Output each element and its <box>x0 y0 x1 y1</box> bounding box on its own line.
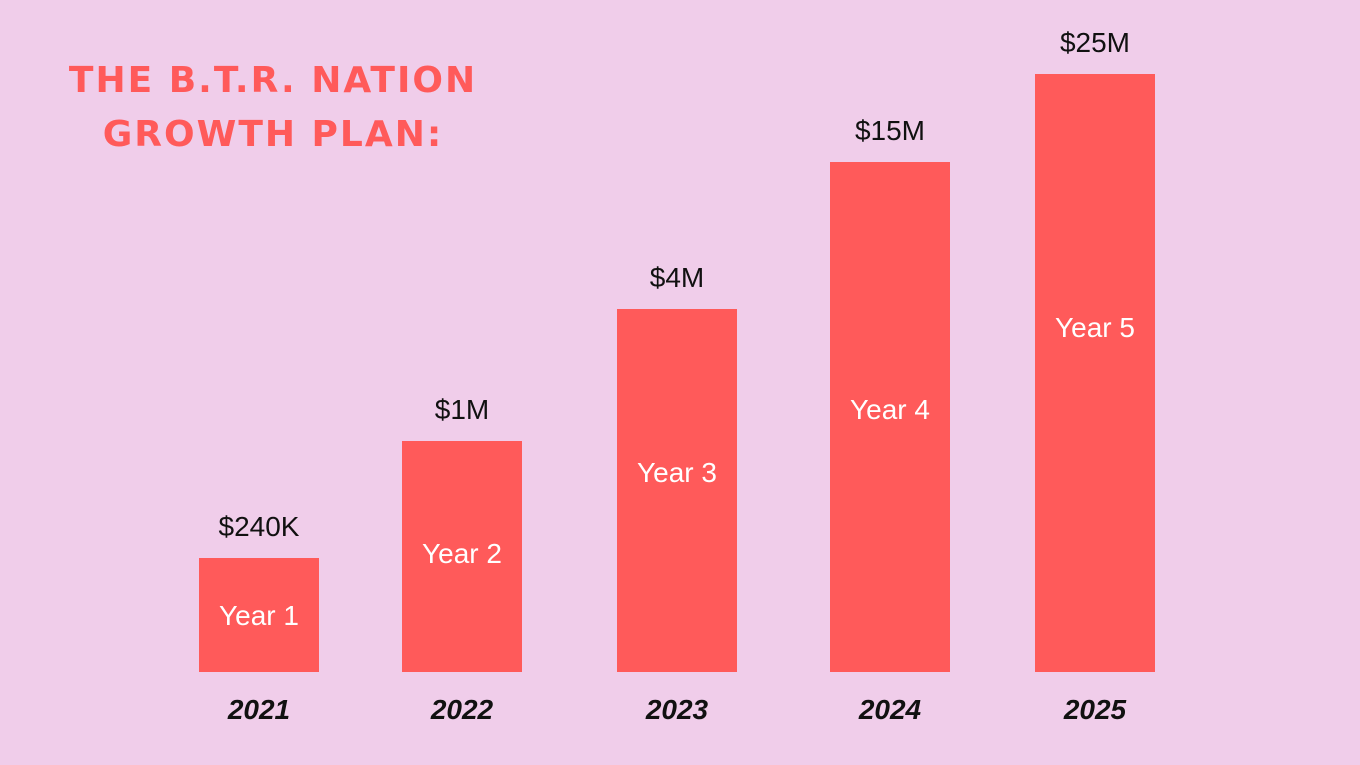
x-tick-label-2022: 2022 <box>430 694 494 725</box>
value-label-2023: $4M <box>650 262 704 293</box>
bar-label-2023: Year 3 <box>637 457 717 488</box>
x-tick-label-2021: 2021 <box>227 694 290 725</box>
value-label-2024: $15M <box>855 115 925 146</box>
value-label-2022: $1M <box>435 394 489 425</box>
chart-title-line-2: GROWTH PLAN: <box>102 114 444 155</box>
x-tick-label-2023: 2023 <box>645 694 709 725</box>
bar-label-2024: Year 4 <box>850 394 930 425</box>
bar-label-2021: Year 1 <box>219 600 299 631</box>
bar-label-2022: Year 2 <box>422 538 502 569</box>
x-tick-label-2025: 2025 <box>1063 694 1127 725</box>
x-tick-label-2024: 2024 <box>858 694 922 725</box>
bar-2024 <box>830 162 950 672</box>
bar-2021 <box>199 558 319 672</box>
chart-title-line-1: THE B.T.R. NATION <box>68 60 478 101</box>
bar-label-2025: Year 5 <box>1055 312 1135 343</box>
bar-2025 <box>1035 74 1155 672</box>
value-label-2025: $25M <box>1060 27 1130 58</box>
value-label-2021: $240K <box>219 511 300 542</box>
chart-title: THE B.T.R. NATION GROWTH PLAN: <box>38 54 508 162</box>
bar-2023 <box>617 309 737 672</box>
bar-2022 <box>402 441 522 672</box>
